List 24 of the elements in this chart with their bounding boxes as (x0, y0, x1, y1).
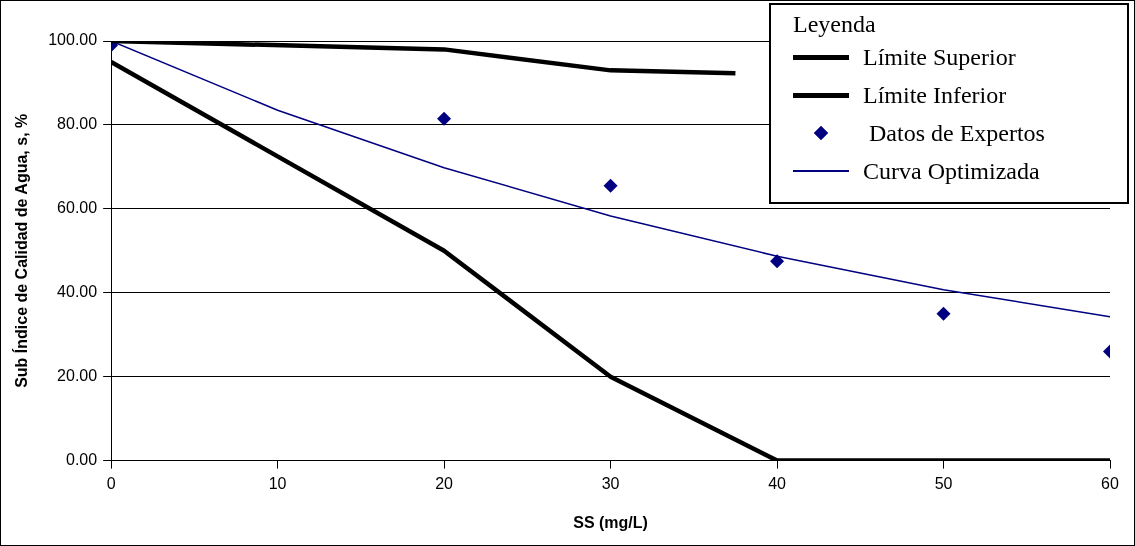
x-tick-label: 0 (106, 474, 116, 492)
point (770, 254, 785, 269)
point (936, 306, 951, 321)
legend-label: Límite Superior (863, 43, 1016, 71)
y-axis-title: Sub Índice de Calidad de Agua, s, % (12, 113, 31, 388)
x-axis-title: SS (mg/L) (573, 513, 648, 531)
legend-label: Curva Optimizada (863, 157, 1040, 185)
legend-label: Límite Inferior (863, 81, 1007, 109)
y-tick-label: 40.00 (57, 283, 98, 301)
y-tick-label: 100.00 (48, 31, 98, 49)
y-tick-label: 0.00 (66, 451, 98, 469)
legend-title: Leyenda (792, 11, 877, 38)
y-tick-label: 20.00 (57, 367, 98, 385)
y-tick-label: 60.00 (57, 199, 98, 217)
point (437, 111, 452, 126)
x-tick-label: 50 (934, 474, 953, 492)
legend-label: Datos de Expertos (868, 119, 1045, 147)
y-tick-label: 80.00 (57, 115, 98, 133)
x-tick-label: 30 (601, 474, 620, 492)
x-tick-label: 60 (1101, 474, 1119, 492)
x-tick-label: 40 (768, 474, 787, 492)
x-tick-label: 10 (268, 474, 287, 492)
x-tick-label: 20 (435, 474, 454, 492)
point (603, 178, 618, 193)
